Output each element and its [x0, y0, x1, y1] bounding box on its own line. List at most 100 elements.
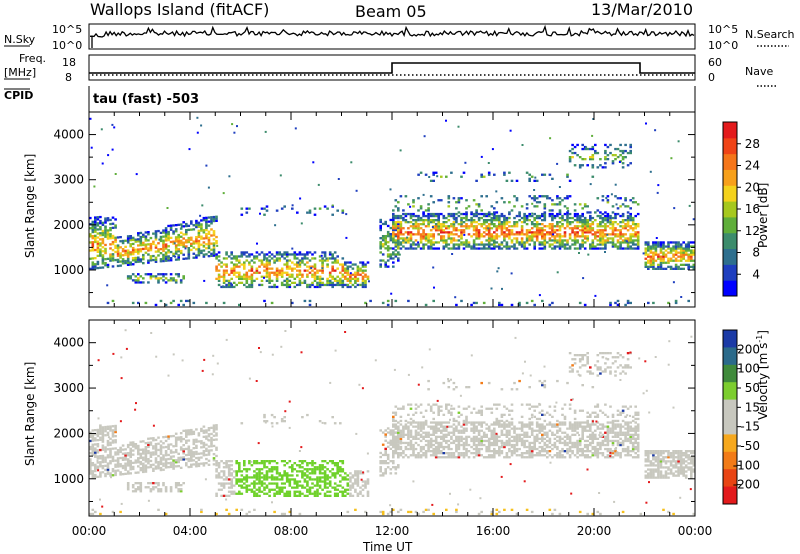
range-gate-cell	[321, 480, 324, 483]
range-gate-cell	[392, 437, 395, 440]
range-gate-cell	[188, 148, 191, 151]
range-gate-cell	[192, 242, 196, 245]
range-gate-cell	[137, 232, 140, 235]
range-gate-cell	[265, 470, 269, 473]
range-gate-cell	[164, 452, 168, 455]
range-gate-cell	[636, 212, 640, 216]
range-gate-cell	[503, 427, 506, 430]
range-gate-cell	[149, 451, 153, 454]
range-gate-cell	[525, 439, 529, 443]
range-gate-cell	[611, 231, 615, 234]
range-gate-cell	[349, 488, 352, 491]
range-gate-cell	[392, 212, 395, 216]
range-gate-cell	[291, 273, 294, 276]
range-gate-cell	[465, 439, 468, 443]
range-gate-cell	[407, 241, 410, 244]
range-gate-cell	[200, 446, 203, 449]
range-gate-cell	[345, 236, 348, 239]
range-gate-cell	[296, 257, 299, 260]
range-gate-cell	[235, 265, 238, 268]
range-gate-cell	[556, 239, 559, 242]
range-gate-cell	[467, 233, 471, 236]
range-gate-cell	[417, 216, 420, 220]
range-gate-cell	[583, 225, 587, 228]
range-gate-cell	[205, 437, 208, 440]
range-gate-cell	[397, 429, 400, 432]
range-gate-cell	[157, 448, 160, 452]
range-gate-cell	[548, 243, 552, 246]
range-gate-cell	[258, 253, 261, 256]
range-gate-cell	[270, 478, 274, 481]
range-gate-cell	[432, 243, 435, 246]
range-gate-cell	[500, 241, 504, 244]
range-gate-cell	[303, 478, 307, 481]
range-gate-cell	[235, 275, 238, 278]
range-gate-cell	[212, 453, 216, 456]
range-gate-cell	[652, 247, 655, 250]
range-gate-cell	[500, 439, 504, 443]
range-gate-cell	[280, 269, 284, 272]
range-gate-cell	[634, 214, 637, 218]
range-gate-cell	[285, 263, 289, 266]
range-gate-cell	[601, 239, 605, 242]
range-gate-cell	[159, 237, 163, 241]
range-gate-cell	[465, 435, 468, 438]
range-gate-cell	[308, 492, 312, 495]
range-gate-cell	[523, 441, 526, 445]
range-gate-cell	[427, 431, 430, 434]
range-gate-cell	[313, 257, 317, 260]
range-gate-cell	[321, 472, 324, 475]
range-gate-cell	[195, 428, 198, 431]
range-gate-cell	[528, 427, 531, 430]
range-gate-cell	[586, 235, 589, 238]
range-gate-cell	[528, 443, 531, 447]
range-gate-cell	[556, 233, 559, 236]
range-gate-cell	[364, 275, 367, 278]
range-gate-cell	[427, 225, 430, 228]
range-gate-cell	[432, 439, 435, 443]
range-gate-cell	[626, 214, 630, 218]
range-gate-cell	[399, 241, 403, 244]
range-gate-cell	[477, 423, 481, 426]
range-gate-cell	[455, 247, 458, 250]
range-gate-cell	[513, 225, 516, 228]
range-gate-cell	[243, 251, 246, 254]
range-gate-cell	[662, 267, 665, 270]
range-gate-cell	[573, 214, 577, 218]
range-gate-cell	[518, 231, 521, 234]
range-gate-cell	[493, 423, 496, 426]
range-gate-cell	[139, 462, 143, 466]
range-gate-cell	[434, 227, 438, 230]
range-gate-cell	[518, 433, 521, 436]
range-gate-cell	[187, 449, 191, 452]
range-gate-cell	[169, 257, 173, 260]
range-gate-cell	[409, 212, 413, 216]
range-gate-cell	[288, 275, 292, 278]
range-gate-cell	[427, 241, 430, 244]
range-gate-cell	[174, 436, 178, 439]
range-gate-cell	[187, 257, 191, 260]
range-gate-cell	[96, 475, 100, 478]
range-gate-cell	[255, 472, 259, 475]
range-gate-cell	[195, 248, 198, 251]
range-gate-cell	[472, 452, 476, 455]
range-gate-cell	[316, 476, 319, 479]
range-gate-cell	[164, 255, 168, 258]
range-gate-cell	[179, 249, 183, 253]
range-gate-cell	[137, 234, 140, 237]
range-gate-cell	[308, 267, 312, 270]
range-gate-cell	[644, 251, 648, 254]
range-gate-cell	[424, 421, 428, 424]
range-gate-cell	[407, 231, 410, 234]
range-gate-cell	[172, 434, 175, 438]
range-gate-cell	[265, 267, 269, 270]
range-gate-cell	[389, 257, 393, 260]
range-gate-cell	[172, 232, 175, 235]
range-gate-cell	[101, 456, 105, 460]
range-gate-cell	[505, 245, 509, 248]
range-gate-cell	[619, 197, 622, 200]
range-gate-cell	[609, 237, 612, 240]
range-gate-cell	[114, 424, 117, 428]
range-gate-cell	[283, 271, 286, 274]
range-gate-cell	[265, 261, 269, 264]
